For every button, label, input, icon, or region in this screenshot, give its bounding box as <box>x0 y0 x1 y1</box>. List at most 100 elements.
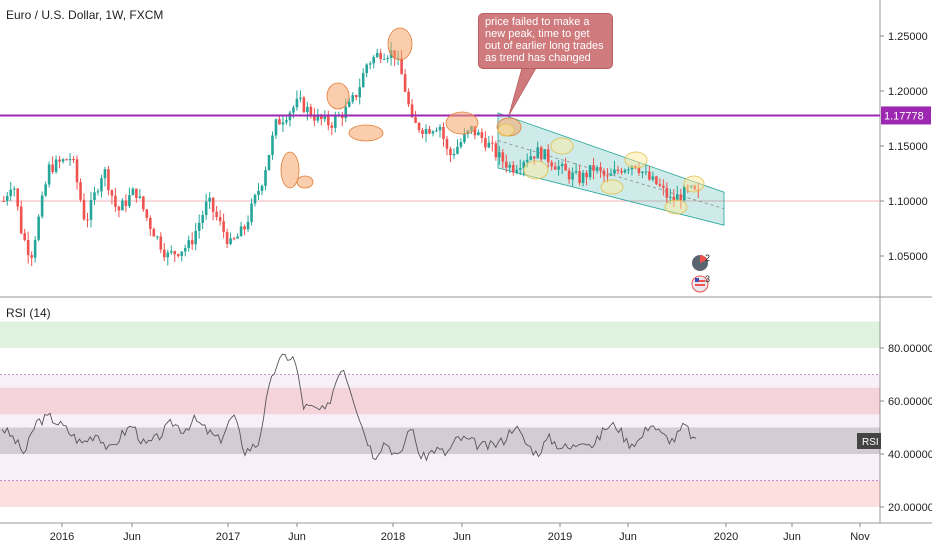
price-label-box <box>881 106 931 125</box>
candle-body <box>477 132 480 136</box>
candle-body <box>511 164 515 173</box>
candle-body <box>494 143 498 158</box>
candle-body <box>169 251 173 253</box>
time-tick-label: 2017 <box>216 531 240 543</box>
candle-body <box>306 106 309 113</box>
candle-body <box>529 156 533 160</box>
candle-body <box>372 57 375 64</box>
candle-body <box>274 119 278 136</box>
rsi-band-green <box>0 321 880 348</box>
candle-body <box>37 216 40 240</box>
candle-body <box>417 122 421 131</box>
candle-body <box>93 192 96 201</box>
flag-icon-canton <box>695 278 699 282</box>
candle-body <box>162 249 166 258</box>
candle-body <box>239 226 243 237</box>
price-tick-label: 1.15000 <box>888 141 928 153</box>
candle-body <box>456 146 459 154</box>
candle-body <box>588 165 592 178</box>
candle-body <box>271 135 274 155</box>
annotation-note: price failed to make a new peak, time to… <box>478 13 613 69</box>
candle-body <box>253 194 257 204</box>
candle-body <box>295 98 299 108</box>
candle-body <box>522 161 526 168</box>
candle-body <box>278 119 281 125</box>
badge-count: 3 <box>705 274 710 284</box>
candle-body <box>5 195 9 202</box>
candle-body <box>553 166 557 170</box>
candle-body <box>351 95 355 102</box>
candle-body <box>665 187 669 198</box>
candle-body <box>19 206 23 234</box>
candle-body <box>581 172 585 184</box>
candle-body <box>156 236 159 238</box>
candle-body <box>194 230 197 245</box>
time-tick-label: Jun <box>288 531 306 543</box>
candle-body <box>644 171 648 173</box>
candle-body <box>309 106 313 116</box>
candle-body <box>365 64 369 74</box>
candle-body <box>686 186 690 188</box>
candle-body <box>138 196 142 198</box>
candle-body <box>637 167 641 173</box>
candle-body <box>190 240 194 245</box>
candle-body <box>449 148 452 156</box>
candle-body <box>96 191 100 193</box>
candle-body <box>44 184 47 196</box>
candle-body <box>442 126 445 139</box>
candle-body <box>676 194 679 201</box>
time-tick-label: Jun <box>123 531 141 543</box>
candle-body <box>525 159 529 162</box>
candle-body <box>571 172 574 180</box>
candle-body <box>340 115 344 119</box>
time-tick-label: Nov <box>850 531 870 543</box>
candle-body <box>246 221 250 230</box>
highlight-orange <box>348 124 384 142</box>
flag-icon-stripe <box>695 284 705 286</box>
candle-body <box>682 186 686 201</box>
candle-body <box>121 200 124 211</box>
candle-body <box>330 125 334 128</box>
candle-body <box>592 165 595 171</box>
candle-body <box>82 199 86 220</box>
candle-body <box>648 171 651 180</box>
candle-body <box>536 147 540 159</box>
candle-body <box>54 159 58 172</box>
candle-body <box>16 188 20 207</box>
candle-body <box>539 147 543 160</box>
candle-body <box>114 195 117 207</box>
candle-body <box>260 185 264 191</box>
candle-body <box>501 152 505 162</box>
candle-body <box>662 185 665 188</box>
highlight-yellow <box>550 137 574 155</box>
candle-body <box>58 159 61 162</box>
highlight-yellow <box>497 123 515 137</box>
candle-body <box>578 171 581 184</box>
candle-body <box>135 188 138 198</box>
candle-body <box>149 217 152 229</box>
candle-body <box>347 101 351 107</box>
candle-body <box>515 169 519 173</box>
candle-body <box>438 126 442 131</box>
candle-body <box>658 184 662 186</box>
candle-body <box>236 236 239 239</box>
highlight-orange <box>280 151 300 189</box>
candle-body <box>33 239 37 258</box>
candle-body <box>215 211 218 217</box>
candle-body <box>689 185 693 188</box>
candle-body <box>560 163 564 167</box>
candle-body <box>327 115 330 126</box>
candle-body <box>606 175 609 177</box>
highlight-yellow <box>683 175 705 193</box>
highlight-orange <box>326 82 350 110</box>
candle-body <box>546 149 550 163</box>
candle-body <box>414 117 417 123</box>
candle-body <box>89 200 93 220</box>
pie-icon-slice <box>700 255 707 263</box>
candle-body <box>410 104 414 118</box>
candle-body <box>487 142 491 148</box>
time-tick-label: 2019 <box>548 531 572 543</box>
candle-body <box>243 226 246 230</box>
candle-body <box>375 53 379 58</box>
chart-title: Euro / U.S. Dollar, 1W, FXCM <box>6 8 164 22</box>
